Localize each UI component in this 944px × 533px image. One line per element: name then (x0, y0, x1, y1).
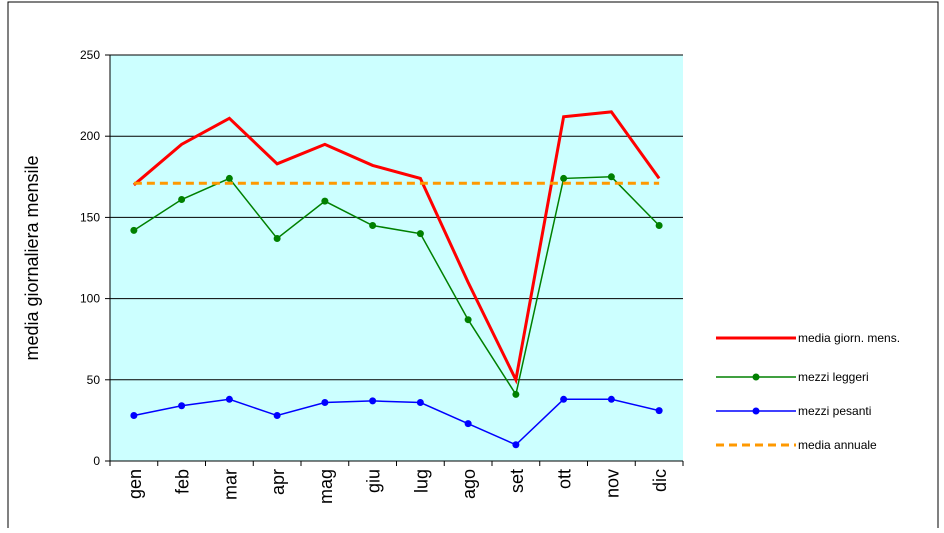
y-tick-label: 50 (87, 373, 101, 387)
point (607, 395, 615, 403)
x-tick-label: set (507, 469, 527, 493)
point (273, 412, 281, 420)
x-tick-label: apr (268, 469, 288, 495)
point (512, 390, 520, 398)
point (560, 395, 568, 403)
point (369, 397, 377, 405)
legend-label: mezzi leggeri (798, 370, 869, 384)
point (321, 399, 329, 407)
point (655, 407, 663, 415)
point (130, 412, 138, 420)
x-tick-label: lug (411, 469, 431, 493)
x-tick-label: giu (364, 469, 384, 493)
y-axis-label: media giornaliera mensile (22, 155, 42, 360)
point (273, 235, 281, 243)
x-tick-label: feb (173, 469, 193, 494)
point (416, 399, 424, 407)
point (416, 230, 424, 238)
point (655, 222, 663, 230)
plot-area (110, 55, 683, 461)
y-tick-label: 200 (80, 129, 100, 143)
x-tick-label: dic (650, 469, 670, 492)
point (321, 197, 329, 205)
x-tick-label: nov (602, 469, 622, 498)
point (464, 420, 472, 428)
legend-marker (752, 407, 760, 415)
x-tick-label: ott (555, 469, 575, 489)
y-tick-label: 0 (93, 454, 100, 468)
point (607, 173, 615, 181)
point (225, 174, 233, 182)
point (560, 174, 568, 182)
x-tick-label: mag (316, 469, 336, 504)
x-tick-label: gen (125, 469, 145, 499)
legend-label: mezzi pesanti (798, 404, 871, 418)
point (178, 196, 186, 204)
x-tick-label: ago (459, 469, 479, 499)
legend-label: media annuale (798, 438, 877, 452)
point (225, 395, 233, 403)
point (178, 402, 186, 410)
point (369, 222, 377, 230)
series-line (132, 110, 661, 385)
series-line (133, 398, 660, 446)
point (464, 316, 472, 324)
series-line (133, 176, 660, 397)
legend-label: media giorn. mens. (798, 331, 900, 345)
y-tick-label: 100 (80, 292, 100, 306)
y-tick-label: 150 (80, 210, 100, 224)
x-tick-label: mar (220, 469, 240, 500)
point (130, 226, 138, 234)
y-tick-label: 250 (80, 48, 100, 62)
legend-marker (752, 373, 760, 381)
point (512, 441, 520, 449)
